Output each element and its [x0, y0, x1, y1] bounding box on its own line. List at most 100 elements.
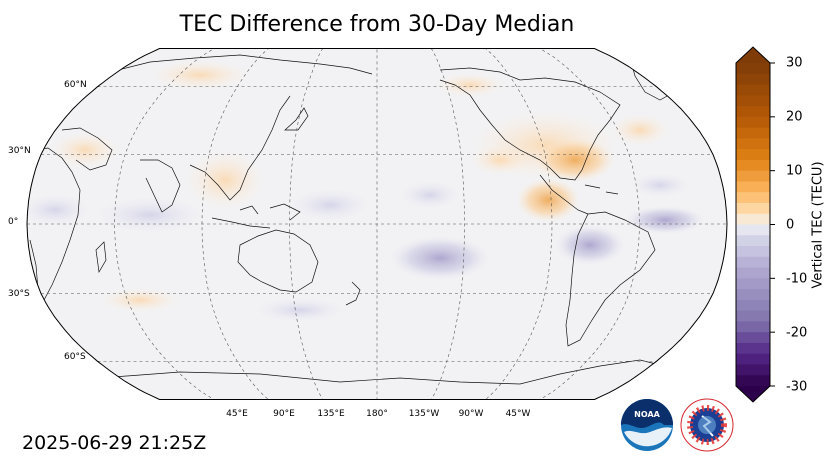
colorbar-segment — [736, 299, 770, 312]
colorbar-segments — [736, 47, 770, 402]
lon-label-135w: 135°W — [408, 409, 440, 419]
meridian-line — [114, 48, 227, 400]
anomaly-central-america — [516, 178, 580, 222]
colorbar-segment — [736, 106, 770, 118]
nws-logo — [680, 398, 734, 452]
noaa-logo: NOAA — [621, 399, 673, 451]
colorbar-segment — [736, 170, 770, 182]
colorbar-tick-label: 20 — [786, 109, 803, 125]
coast-new-zealand — [345, 281, 361, 306]
colorbar-segment — [736, 375, 770, 387]
anomaly-south-asia — [185, 150, 265, 210]
colorbar-segment — [736, 289, 770, 301]
coast-madagascar — [95, 241, 107, 274]
lat-label-30s: 30°S — [8, 289, 30, 299]
colorbar-segment — [736, 267, 770, 279]
lon-label-45e: 45°E — [226, 409, 248, 419]
map-title: TEC Difference from 30-Day Median — [179, 12, 575, 37]
colorbar-segment — [736, 159, 770, 172]
colorbar-tick-label: -30 — [786, 379, 808, 395]
anomaly-equatorial-atlantic — [625, 206, 705, 234]
colorbar-tick-label: -10 — [786, 271, 808, 287]
globe-outline — [26, 48, 728, 400]
colorbar-tick-label: 0 — [786, 217, 795, 233]
colorbar-tick-marks — [770, 62, 775, 387]
coast-arabia — [61, 127, 113, 171]
colorbar-tick-label: 30 — [786, 55, 803, 71]
colorbar-segment — [736, 192, 770, 204]
tec-anomaly-field — [27, 60, 705, 322]
coastlines — [29, 51, 721, 385]
colorbar-segment — [736, 364, 770, 376]
anomaly-siberia — [150, 60, 250, 90]
colorbar-segment — [736, 332, 770, 344]
coast-indonesia — [211, 203, 301, 229]
anomaly-west-pacific — [290, 189, 370, 221]
anomaly-tropical-atlantic-north — [630, 173, 690, 197]
anomaly-south-america — [555, 225, 625, 265]
lon-label-45w: 45°W — [505, 409, 531, 419]
colorbar-segment — [736, 256, 770, 269]
lat-label-30n: 30°N — [8, 146, 31, 156]
coast-australia — [237, 229, 319, 293]
meridian-line — [476, 48, 553, 400]
coast-north-america — [439, 67, 621, 181]
lat-label-60n: 60°N — [64, 80, 87, 90]
colorbar-segment — [736, 213, 770, 225]
colorbar-segment — [736, 138, 770, 150]
colorbar-segment — [736, 73, 770, 86]
lon-label-135e: 135°E — [317, 409, 345, 419]
anomaly-western-us — [470, 145, 530, 175]
colorbar-segment — [736, 235, 770, 247]
anomaly-atlantic — [610, 114, 670, 146]
anomaly-gulf-of-mexico — [535, 138, 615, 182]
colorbar-segment — [736, 353, 770, 365]
coast-antarctica — [99, 359, 721, 385]
colorbar-segment — [736, 63, 770, 75]
colorbar-segment — [736, 278, 770, 290]
anomaly-alaska — [435, 73, 505, 97]
coast-south-america — [565, 211, 656, 347]
coast-east-asia — [189, 95, 291, 201]
colorbar-segment — [736, 127, 770, 139]
colorbar-segment — [736, 310, 770, 322]
colorbar-segment — [736, 181, 770, 193]
anomaly-central-pacific — [400, 181, 460, 209]
colorbar-segment — [736, 149, 770, 161]
colorbar-segment — [736, 246, 770, 258]
colorbar-segment — [736, 95, 770, 107]
colorbar-segment — [736, 116, 770, 129]
coast-japan — [284, 107, 309, 131]
colorbar-segment — [736, 84, 770, 96]
lon-label-90w: 90°W — [458, 409, 484, 419]
coast-central-america — [539, 174, 589, 215]
colorbar-segment — [736, 321, 770, 333]
lon-label-180: 180° — [366, 409, 388, 419]
anomaly-south-indian-ocean — [100, 288, 180, 312]
anomaly-south-pacific — [390, 236, 490, 280]
meridian-line — [289, 48, 328, 400]
colorbar-label: Vertical TEC (TECU) — [810, 161, 826, 289]
anomaly-arabia — [50, 132, 120, 168]
timestamp: 2025-06-29 21:25Z — [22, 432, 207, 454]
coast-india — [140, 159, 181, 213]
anomaly-southern-ocean — [255, 298, 345, 322]
colorbar-extend-min — [736, 386, 770, 402]
colorbar-segment — [736, 224, 770, 236]
lat-label-equator: 0° — [8, 217, 19, 227]
colorbar-segment — [736, 202, 770, 215]
meridian-line — [426, 48, 465, 400]
colorbar-tick-label: 10 — [786, 163, 803, 179]
lat-label-60s: 60°S — [64, 352, 86, 362]
colorbar-tick-label: -20 — [786, 325, 808, 341]
colorbar-segment — [736, 342, 770, 355]
coast-eurasia-north — [69, 54, 373, 86]
noaa-logo-text: NOAA — [634, 410, 660, 419]
graticule — [27, 48, 727, 400]
coast-caribbean — [584, 184, 619, 195]
anomaly-africa — [27, 194, 90, 226]
lon-label-90e: 90°E — [273, 409, 295, 419]
meridian-line — [201, 48, 278, 400]
